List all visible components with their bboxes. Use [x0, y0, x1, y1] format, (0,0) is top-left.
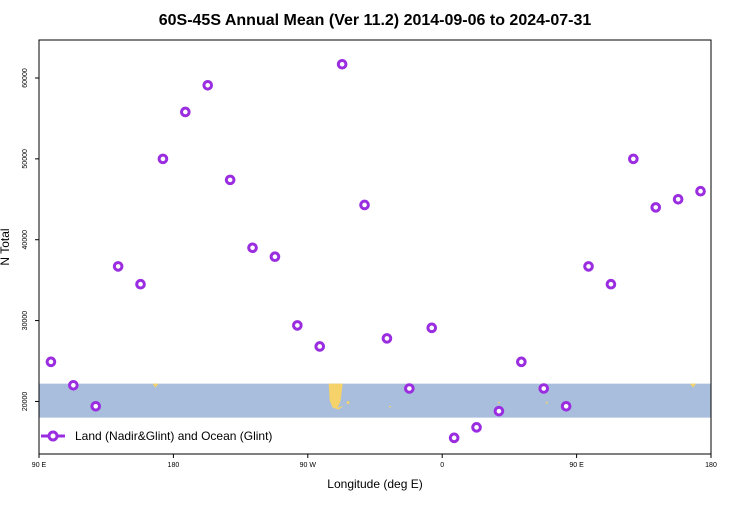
y-tick-label: 20000 [22, 392, 29, 412]
data-point [672, 193, 684, 205]
x-tick-label: 90 E [32, 462, 47, 469]
data-point [650, 202, 662, 213]
data-point [583, 261, 594, 272]
x-tick-label: 180 [168, 462, 180, 469]
data-point [516, 356, 527, 368]
land-kerguelen [545, 401, 548, 404]
data-point [448, 432, 460, 444]
data-point [112, 261, 124, 272]
data-point [605, 278, 617, 290]
x-tick-label: 180 [705, 462, 717, 469]
map-band [39, 383, 711, 418]
x-tick-label: 90 W [300, 462, 317, 469]
data-point [471, 422, 482, 433]
x-axis-label: Longitude (deg E) [327, 477, 422, 491]
data-point [68, 379, 79, 391]
y-tick-label: 30000 [22, 311, 29, 331]
data-point [45, 356, 57, 368]
data-point [247, 242, 258, 254]
data-point [404, 383, 415, 394]
data-point [538, 383, 550, 394]
chart-title: 60S-45S Annual Mean (Ver 11.2) 2014-09-0… [159, 12, 592, 29]
data-point [560, 400, 572, 412]
land-new-zealand-repeat [690, 383, 697, 388]
data-point [269, 251, 281, 263]
data-point [90, 400, 102, 412]
data-point [426, 322, 438, 334]
data-points [45, 58, 706, 444]
data-point [157, 153, 169, 165]
y-tick-label: 50000 [22, 149, 29, 169]
legend: Land (Nadir&Glint) and Ocean (Glint) [41, 429, 272, 443]
x-axis: 90 E 180 90 W 0 90 E 180 [32, 454, 717, 469]
y-tick-label: 40000 [22, 230, 29, 250]
land-new-zealand [152, 383, 159, 388]
ocean-band [39, 383, 711, 418]
data-point [292, 320, 303, 331]
data-point [314, 341, 326, 352]
data-point [180, 106, 191, 118]
data-point [224, 174, 236, 186]
legend-marker [47, 430, 59, 442]
land-south-georgia [389, 405, 391, 408]
y-tick-label: 60000 [22, 68, 29, 88]
data-point [381, 333, 393, 344]
x-tick-label: 0 [440, 462, 444, 469]
land-prince-edward [498, 401, 500, 404]
land-south-america [328, 383, 344, 410]
data-point [359, 199, 370, 211]
data-point [695, 185, 706, 197]
plot-frame [38, 39, 712, 455]
data-point [493, 405, 505, 417]
data-point [135, 278, 146, 290]
data-point [628, 153, 639, 165]
y-axis: 20000 30000 40000 50000 60000 [22, 68, 39, 411]
legend-label: Land (Nadir&Glint) and Ocean (Glint) [75, 429, 272, 443]
data-point [202, 79, 214, 91]
x-tick-label: 90 E [569, 462, 584, 469]
land-falklands [346, 401, 350, 405]
data-point [336, 58, 348, 70]
y-axis-label: N Total [0, 228, 12, 265]
